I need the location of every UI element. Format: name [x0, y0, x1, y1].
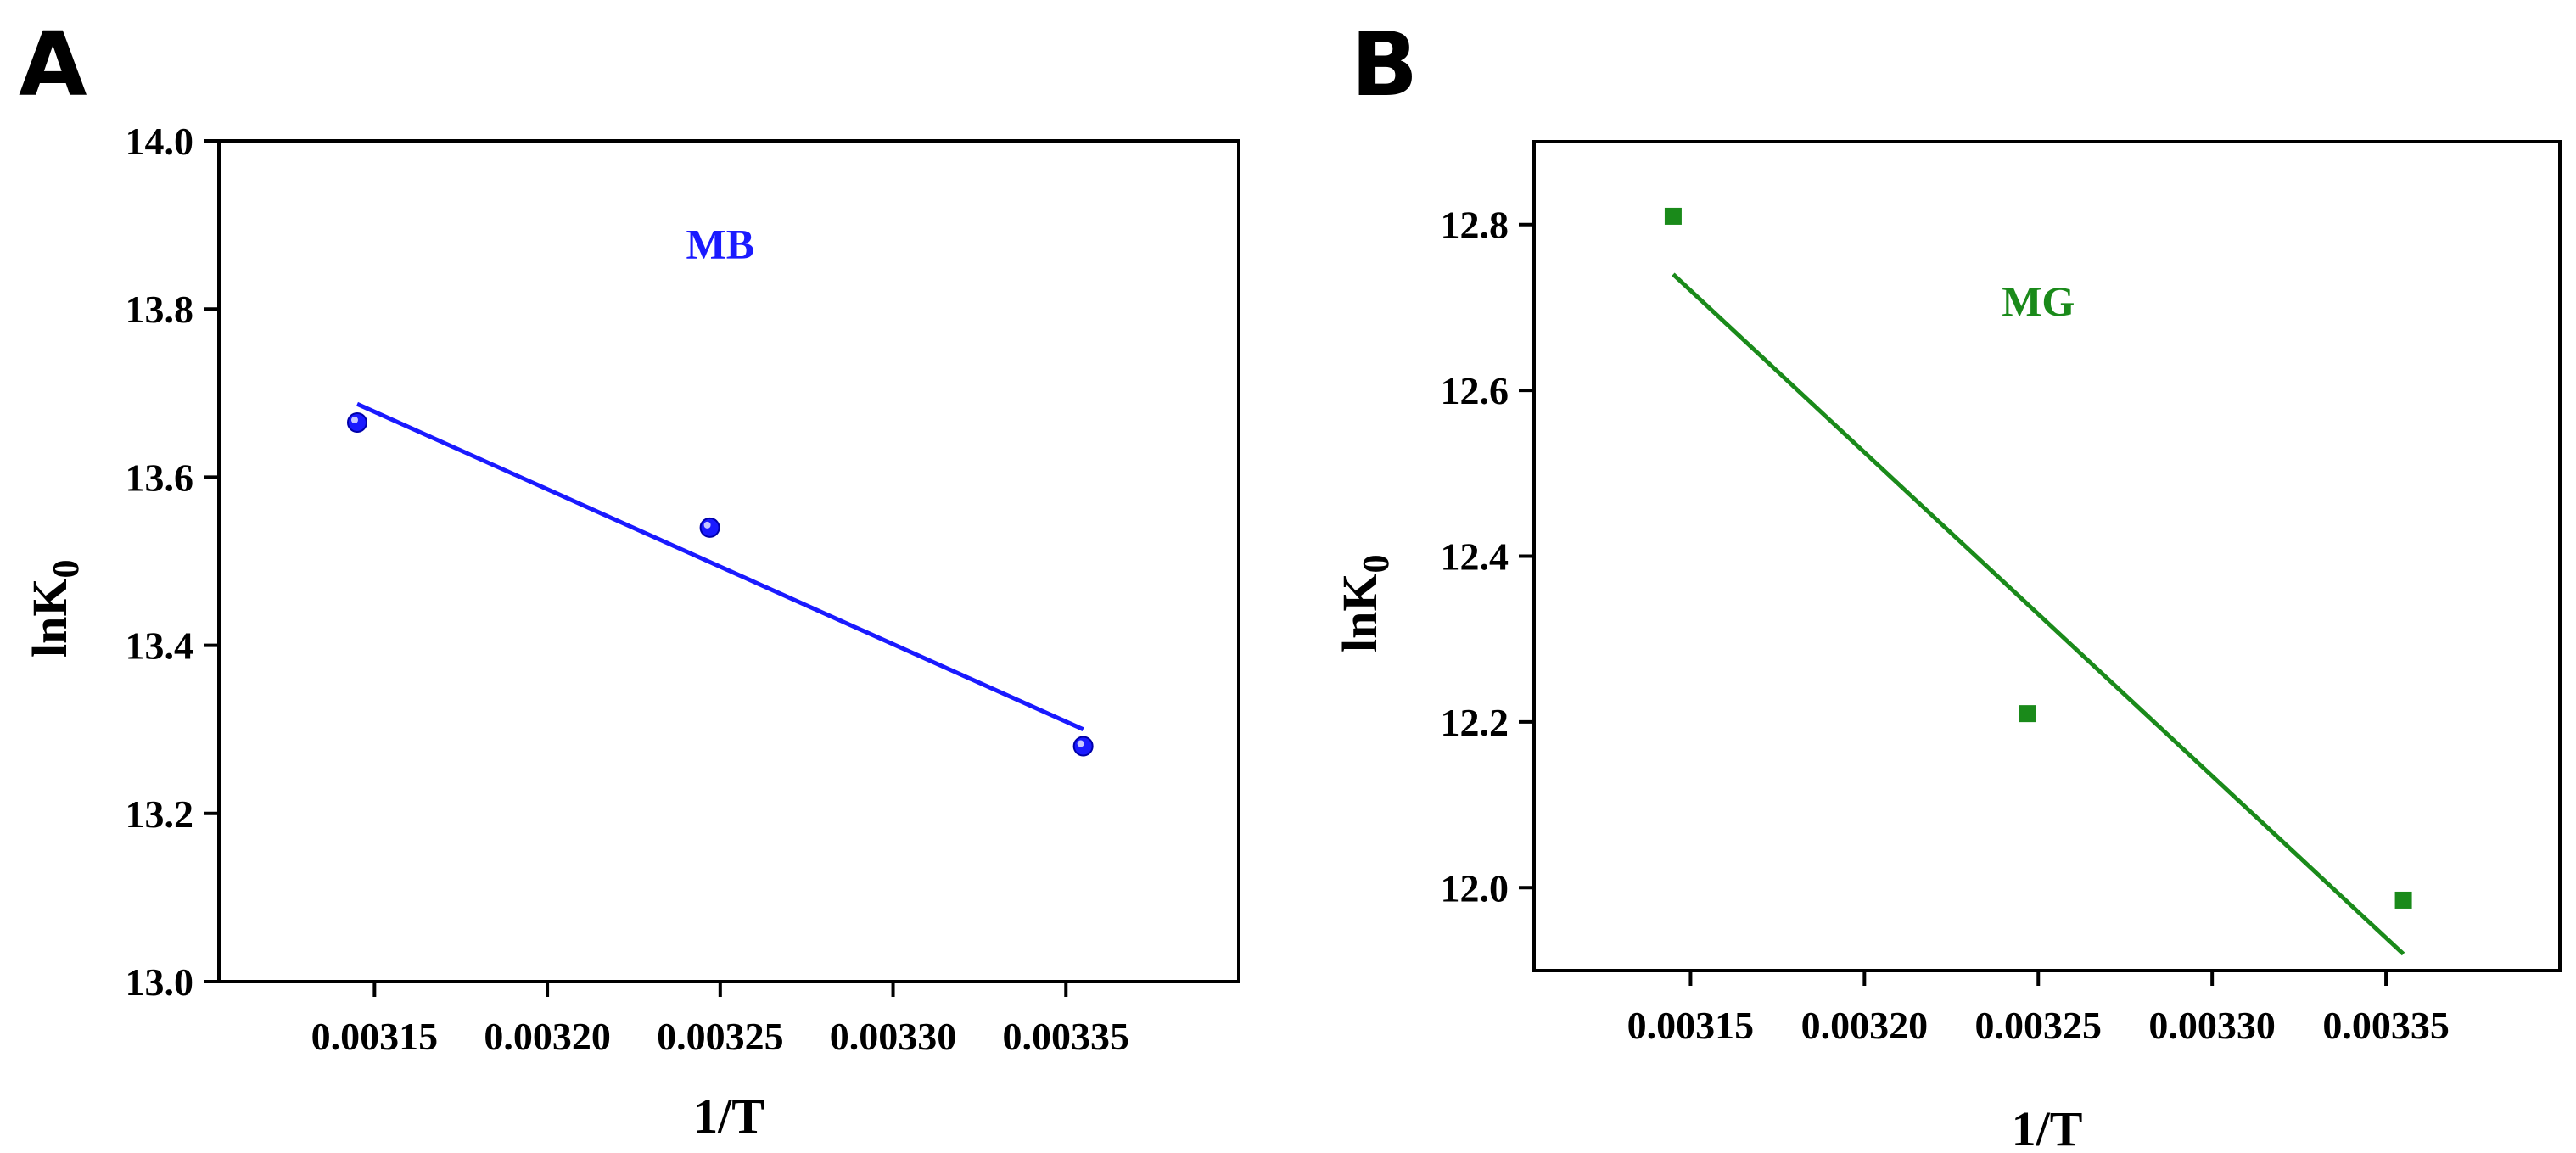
series-annotation: MB	[686, 221, 755, 268]
panel-letter: B	[1351, 13, 1418, 116]
y-tick-label: 12.4	[1441, 535, 1509, 579]
x-axis-title: 1/T	[2012, 1101, 2083, 1153]
data-point-mg	[2019, 705, 2036, 723]
x-tick-label: 0.00320	[1801, 1004, 1929, 1047]
x-tick-label: 0.00335	[1003, 1015, 1130, 1058]
y-tick-label: 13.0	[126, 960, 194, 1004]
data-point-mb	[699, 517, 720, 538]
data-point-mg	[2394, 891, 2412, 909]
y-tick-label: 13.2	[126, 792, 194, 836]
x-tick-label: 0.00330	[830, 1015, 957, 1058]
y-tick-label: 13.4	[126, 624, 194, 668]
y-tick-label: 13.6	[126, 456, 194, 499]
chart-panel-b: B 0.00315 0.00320 0.00325 0.00330 0.00335 12.0…	[1332, 13, 2562, 1153]
x-tick-label: 0.00325	[1975, 1004, 2103, 1047]
x-tick-label: 0.00330	[2148, 1004, 2276, 1047]
y-axis-title-subscript: 0	[1355, 555, 1397, 574]
y-tick-label: 12.2	[1441, 701, 1509, 744]
y-tick-label: 12.0	[1441, 866, 1509, 910]
y-axis-title-main: lnK	[22, 579, 77, 658]
y-tick-label: 14.0	[126, 120, 194, 163]
plot-frame	[217, 139, 1240, 983]
x-tick-label: 0.00315	[311, 1015, 439, 1058]
data-point-mg	[1664, 207, 1682, 225]
y-tick-label: 12.6	[1441, 369, 1509, 412]
x-tick-label: 0.00335	[2322, 1004, 2450, 1047]
fit-line-mb	[356, 401, 1084, 731]
data-point-mb	[346, 411, 367, 433]
y-tick-label: 13.8	[126, 288, 194, 331]
panel-letter: A	[19, 13, 87, 116]
fit-line-mg	[1672, 272, 2405, 956]
y-axis-title-main: lnK	[1332, 574, 1387, 653]
data-point-highlight	[1077, 740, 1084, 747]
data-point-mb	[1072, 736, 1094, 757]
series-annotation: MG	[2002, 277, 2075, 325]
y-tick-label: 12.8	[1441, 204, 1509, 247]
plot-frame	[1532, 140, 2562, 972]
chart-panel-a: A 0.00315 0.00320 0.00325 0.00330 0.00335 13.0…	[19, 13, 1240, 1144]
x-tick-label: 0.00325	[657, 1015, 784, 1058]
data-point-highlight	[703, 521, 711, 529]
x-axis-title: 1/T	[693, 1089, 764, 1144]
x-tick-label: 0.00315	[1627, 1004, 1755, 1047]
x-tick-label: 0.00320	[484, 1015, 611, 1058]
y-axis-title-subscript: 0	[45, 560, 87, 579]
data-point-highlight	[350, 416, 358, 423]
